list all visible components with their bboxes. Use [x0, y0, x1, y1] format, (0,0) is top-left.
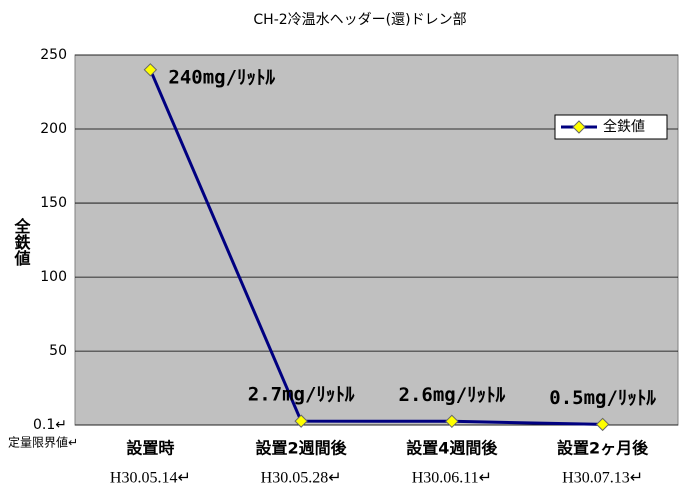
data-marker [595, 417, 610, 432]
x-date-label: H30.07.13↵ [562, 470, 643, 487]
data-label: 2.7mg/ﾘｯﾄﾙ [248, 384, 355, 406]
y-axis-label: 全鉄値 [12, 217, 32, 267]
x-tick-label: 設置2週間後 [256, 439, 348, 458]
x-date-label: H30.05.28↵ [261, 470, 342, 487]
data-label: 0.5mg/ﾘｯﾄﾙ [549, 387, 656, 409]
data-line [148, 69, 603, 426]
data-label: 240mg/ﾘｯﾄﾙ [168, 66, 275, 88]
data-marker [294, 414, 308, 428]
x-date-label: H30.06.11↵ [412, 470, 492, 487]
chart-title: CH-2冷温水ヘッダー(還)ドレン部 [253, 12, 466, 28]
data-label: 2.6mg/ﾘｯﾄﾙ [399, 384, 506, 406]
y-tick-label: 200 [40, 121, 67, 137]
x-tick-label: 設置時 [126, 439, 174, 458]
x-date-label: H30.05.14↵ [110, 470, 191, 487]
x-tick-label: 設置2ヶ月後 [557, 439, 649, 458]
y-tick-label: 250 [40, 47, 67, 63]
y-tick-label: 100 [40, 269, 67, 285]
plot-area [74, 54, 679, 426]
legend-marker [572, 120, 586, 134]
legend-label: 全鉄値 [603, 118, 645, 135]
data-marker [143, 63, 158, 77]
y-tick-label: 150 [40, 195, 67, 211]
annotation: 定量限界値↵ [8, 435, 78, 450]
y-tick-label: 50 [49, 343, 67, 359]
x-tick-label: 設置4週間後 [406, 439, 498, 458]
data-marker [445, 414, 459, 429]
y-tick-label: 0.1↵ [33, 417, 67, 433]
